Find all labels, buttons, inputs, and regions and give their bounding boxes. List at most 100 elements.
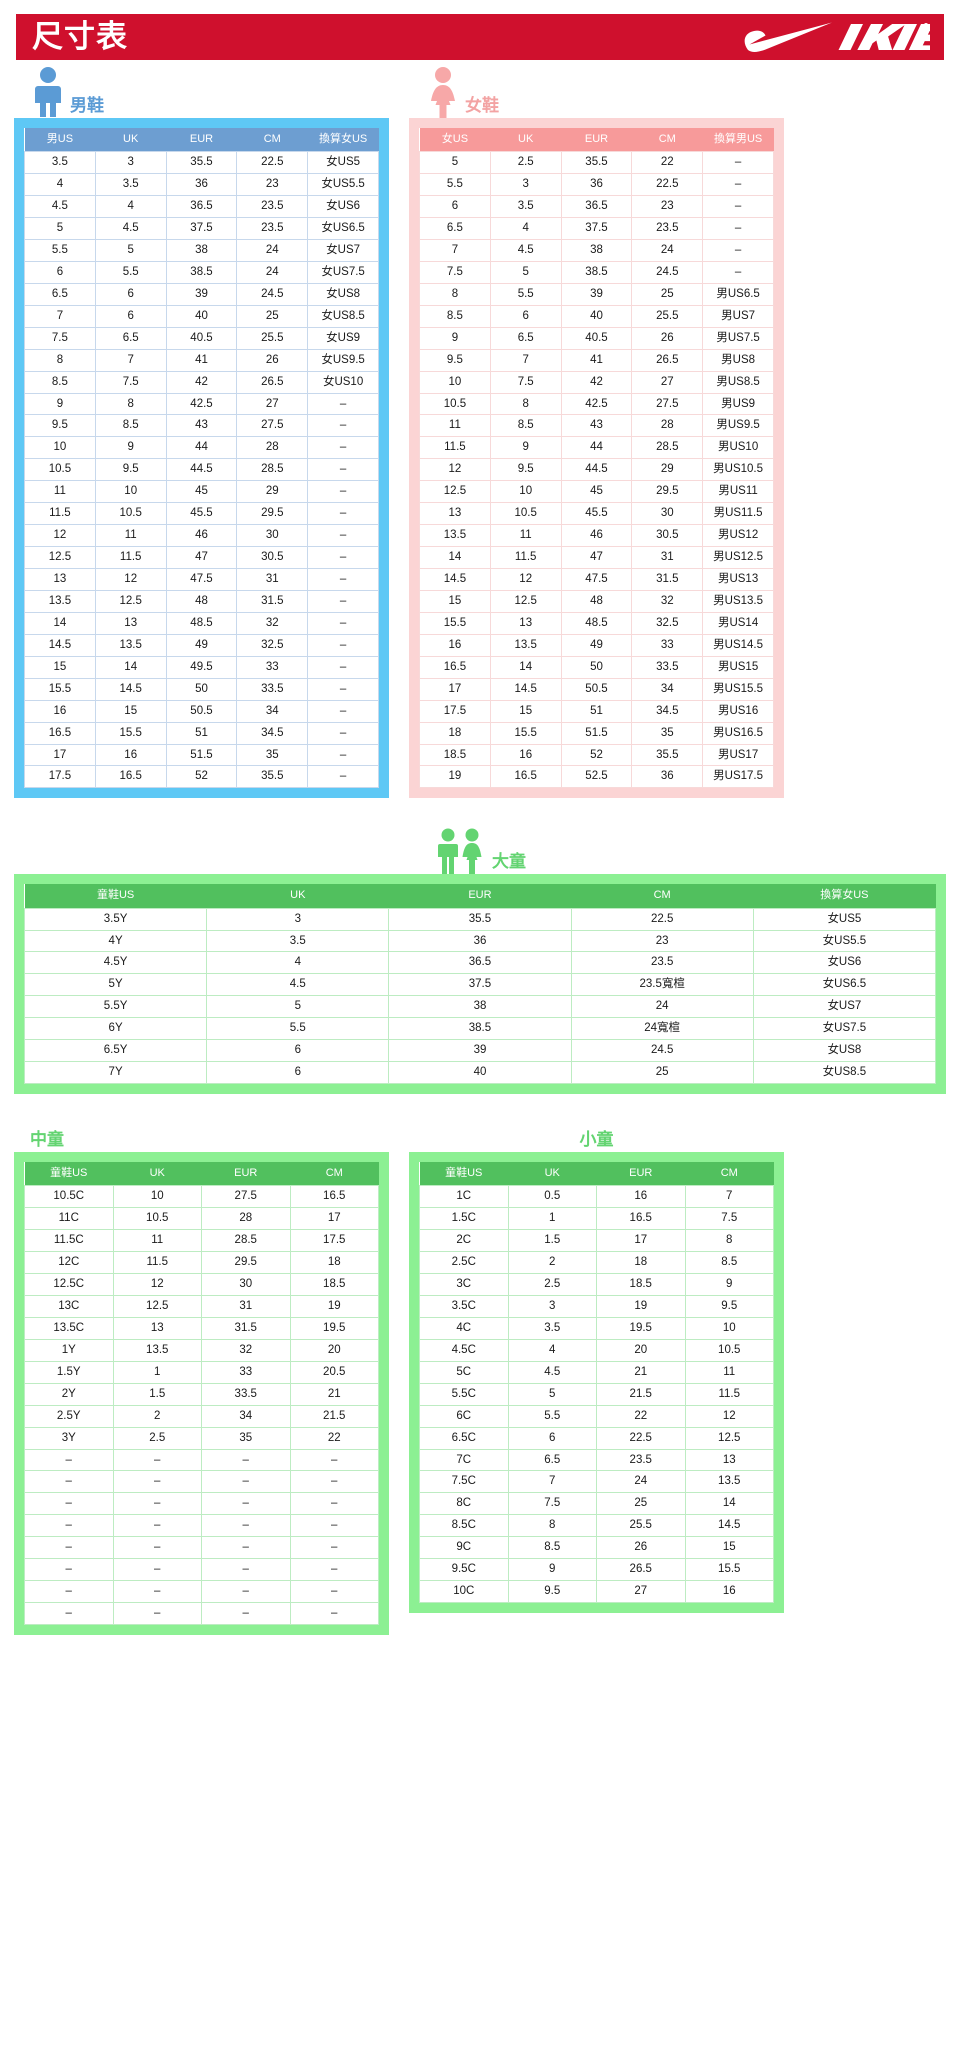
men-cell: 15 xyxy=(94,699,167,723)
men-cell: 14 xyxy=(24,611,96,635)
men-cell: – xyxy=(307,699,379,723)
women-row: 8.5 6 40 25.5 男US7 xyxy=(419,304,774,328)
women-cell: 17 xyxy=(419,677,491,701)
middle-kids-cell: 2.5Y xyxy=(24,1404,114,1428)
men-cell: 15.5 xyxy=(24,677,96,701)
big-kids-cell: 3.5Y xyxy=(23,907,208,931)
women-cell: – xyxy=(702,195,774,218)
men-row: 15.5 14.5 50 33.5– xyxy=(24,677,379,701)
middle-kids-cell: – xyxy=(289,1536,379,1560)
middle-kids-cell: 18.5 xyxy=(289,1273,379,1296)
women-row: 19 16.5 52.5 36 男US17.5 xyxy=(419,765,774,789)
little-kids-row: 9C 8.5 26 15 xyxy=(419,1536,774,1560)
middle-kids-col-header: CM xyxy=(290,1162,379,1186)
little-kids-cell: 11 xyxy=(684,1360,774,1384)
men-row: 16.5 15.5 51 34.5– xyxy=(24,721,379,745)
women-cell: 17.5 xyxy=(419,699,491,723)
women-cell: 41 xyxy=(560,348,633,372)
little-kids-cell: 12.5 xyxy=(684,1426,774,1450)
middle-kids-cell: 10 xyxy=(112,1185,202,1209)
women-cell: 12 xyxy=(419,458,491,482)
little-kids-table-header-row: 童鞋US UK EUR CM xyxy=(419,1162,774,1186)
little-kids-cell: 8.5C xyxy=(419,1514,509,1538)
men-cell: 9.5 xyxy=(24,414,96,438)
women-cell: 8 xyxy=(489,392,562,416)
women-cell: 29.5 xyxy=(631,480,704,504)
men-cell: 39 xyxy=(165,282,238,306)
women-cell: 13 xyxy=(489,611,562,635)
middle-kids-row: 11.5C 11 28.5 17.5 xyxy=(24,1229,379,1253)
middle-kids-cell: 21 xyxy=(289,1382,379,1406)
big-kids-cell: 5 xyxy=(206,995,390,1019)
middle-kids-cell: 11C xyxy=(24,1207,114,1231)
women-row: 14.5 12 47.5 31.5 男US13 xyxy=(419,568,774,591)
big-kids-cell: 女US6 xyxy=(752,951,937,975)
page-title: 尺寸表 xyxy=(32,18,128,55)
men-cell: 4 xyxy=(94,195,167,218)
middle-kids-table-body: 10.5C 10 27.5 16.5 11C 10.5 28 17 11.5C 11 28.5 17.… xyxy=(24,1185,379,1625)
men-cell: 12.5 xyxy=(24,546,96,569)
men-cell: 女US6 xyxy=(307,195,379,218)
women-row: 9.5 7 41 26.5 男US8 xyxy=(419,348,774,372)
men-cell: 31.5 xyxy=(236,589,309,613)
little-kids-cell: 23.5 xyxy=(596,1448,686,1472)
little-kids-cell: 7C xyxy=(419,1448,509,1472)
little-kids-row: 2C 1.5 17 8 xyxy=(419,1229,774,1253)
men-cell: 13 xyxy=(94,611,167,635)
women-cell: 男US11.5 xyxy=(702,502,774,526)
men-cell: 47.5 xyxy=(165,568,238,591)
middle-kids-cell: 2Y xyxy=(24,1382,114,1406)
women-cell: 14 xyxy=(419,546,491,569)
women-cell: 2.5 xyxy=(489,151,562,175)
middle-kids-cell: – xyxy=(201,1492,291,1516)
men-row: 5 4.5 37.5 23.5 女US6.5 xyxy=(24,217,379,240)
men-cell: – xyxy=(307,524,379,548)
men-cell: 51.5 xyxy=(165,743,238,767)
little-kids-cell: 8C xyxy=(419,1492,509,1516)
adult-tables-row: 男鞋 男US UK EUR CM 換算女US 3.5 3 35.5 22.5 女US5 4 3.5 3… xyxy=(0,60,960,799)
women-cell: – xyxy=(702,151,774,175)
men-row: 8.5 7.5 42 26.5 女US10 xyxy=(24,370,379,394)
little-kids-cell: 1C xyxy=(419,1185,509,1209)
men-cell: 25.5 xyxy=(236,326,309,350)
female-figure-icon xyxy=(431,67,455,118)
women-cell: 13.5 xyxy=(489,633,562,657)
women-cell: 男US14.5 xyxy=(702,633,774,657)
middle-kids-cell: 18 xyxy=(289,1251,379,1274)
middle-kids-cell: 17 xyxy=(289,1207,379,1231)
big-kids-cell: 23 xyxy=(570,929,754,953)
little-kids-cell: 4 xyxy=(507,1338,597,1362)
women-cell: – xyxy=(702,217,774,240)
big-kids-panel: 童鞋US UK EUR CM 換算女US 3.5Y 3 35.5 22.5 女US5 4Y 3.5 3… xyxy=(14,874,946,1095)
middle-kids-cell: 35 xyxy=(201,1426,291,1450)
women-cell: 35.5 xyxy=(631,743,704,767)
women-cell: 男US15.5 xyxy=(702,677,774,701)
men-row: 7.5 6.5 40.5 25.5 女US9 xyxy=(24,326,379,350)
women-cell: 35.5 xyxy=(560,151,633,175)
little-kids-row: 4.5C 4 20 10.5 xyxy=(419,1338,774,1362)
women-cell: 50.5 xyxy=(560,677,633,701)
little-kids-cell: 8.5 xyxy=(684,1251,774,1274)
men-row: 3.5 3 35.5 22.5 女US5 xyxy=(24,151,379,175)
women-cell: 49 xyxy=(560,633,633,657)
women-cell: 29 xyxy=(631,458,704,482)
little-kids-cell: 24 xyxy=(596,1470,686,1494)
men-cell: 4.5 xyxy=(94,217,167,240)
big-kids-cell: 6 xyxy=(206,1061,390,1085)
middle-kids-row: – – – – xyxy=(24,1602,379,1625)
middle-kids-cell: 12C xyxy=(24,1251,114,1274)
women-cell: 14.5 xyxy=(419,568,491,591)
big-kids-cell: 23.5寬楦 xyxy=(570,973,754,997)
middle-kids-cell: – xyxy=(112,1514,202,1538)
little-kids-row: 7.5C 7 24 13.5 xyxy=(419,1470,774,1494)
men-cell: 49 xyxy=(165,633,238,657)
women-cell: 15.5 xyxy=(419,611,491,635)
women-row: 15.5 13 48.5 32.5 男US14 xyxy=(419,611,774,635)
little-kids-row: 9.5C 9 26.5 15.5 xyxy=(419,1558,774,1582)
little-kids-cell: 27 xyxy=(596,1580,686,1604)
middle-kids-cell: 13.5 xyxy=(112,1338,202,1362)
middle-kids-cell: – xyxy=(112,1580,202,1604)
middle-kids-cell: – xyxy=(112,1470,202,1494)
men-cell: 42 xyxy=(165,370,238,394)
middle-kids-row: 12C 11.5 29.5 18 xyxy=(24,1251,379,1274)
